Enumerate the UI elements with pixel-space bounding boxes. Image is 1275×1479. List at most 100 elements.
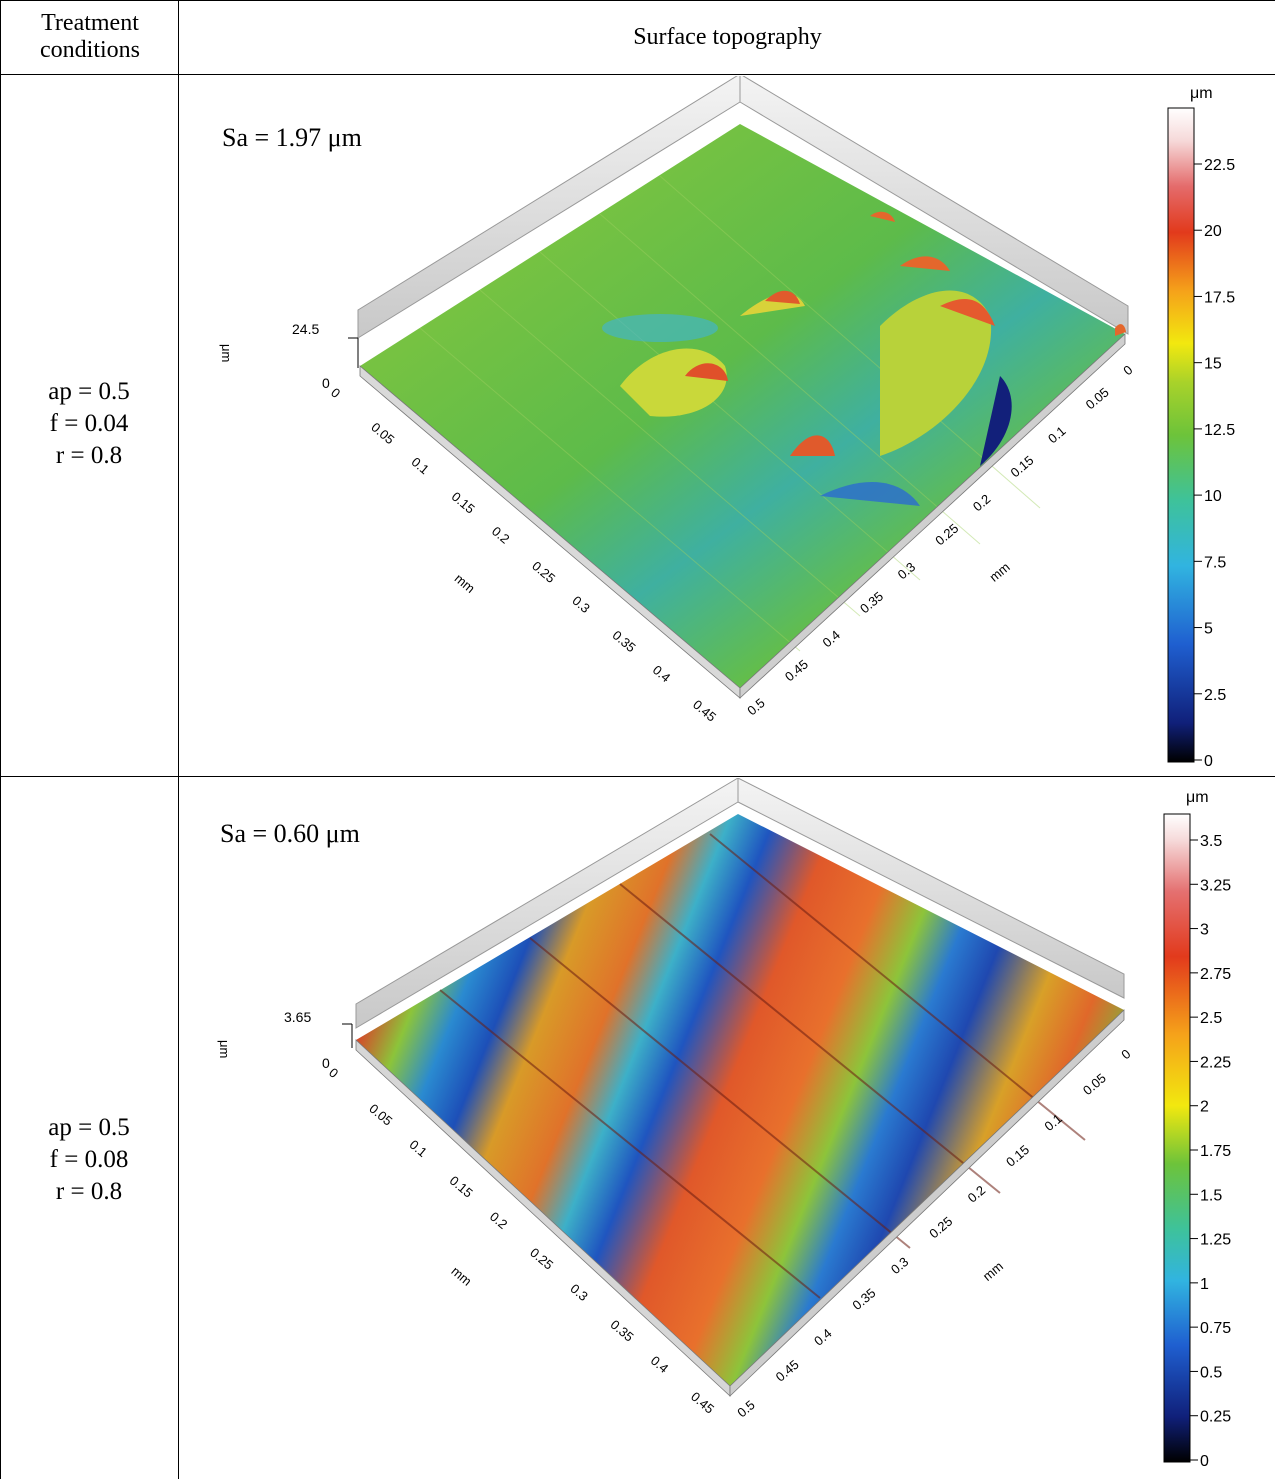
plot2-sa-label: Sa = 0.60 μm — [220, 819, 360, 848]
left-axis-tick-label: 0.1 — [409, 454, 432, 477]
right-axis-tick-label: 0.35 — [857, 589, 886, 617]
plot1-z-unit: μm — [219, 344, 234, 362]
table-left-border — [0, 0, 1, 1479]
row1-r: r = 0.8 — [55, 442, 123, 469]
row1-conditions: ap = 0.5 f = 0.04 r = 0.8 — [0, 376, 178, 472]
right-axis-tick-label: 0.35 — [849, 1285, 878, 1313]
colorbar-tick-label: 0.5 — [1200, 1364, 1222, 1381]
colorbar-tick-label: 7.5 — [1204, 554, 1226, 571]
plot1-zzero-label: 0 — [322, 375, 330, 391]
plot1-feed-marks — [419, 175, 1041, 652]
colorbar-tick-label: 3.25 — [1200, 877, 1231, 894]
left-axis-tick-label: 0.2 — [489, 523, 512, 546]
plot1-colorbar — [1167, 107, 1195, 763]
table-row-rule — [0, 776, 1275, 777]
treatment-conditions-header: Treatment conditions — [40, 10, 140, 63]
plot2-colorbar — [1163, 813, 1191, 1463]
right-axis-tick-label: 0.45 — [773, 1357, 802, 1385]
row2-conditions: ap = 0.5 f = 0.08 r = 0.8 — [0, 1112, 178, 1208]
right-axis-tick-label: 0.5 — [744, 695, 767, 718]
table-header-rule — [0, 74, 1275, 75]
left-axis-tick-label: 0.4 — [648, 1353, 671, 1376]
right-axis-tick-label: 0.2 — [965, 1182, 988, 1205]
colorbar-tick-label: 2.5 — [1200, 1010, 1222, 1027]
right-axis-tick-label: 0.05 — [1083, 385, 1112, 413]
surface-topography-header: Surface topography — [633, 24, 822, 50]
surface-plot-2: 3.65 0 μm Sa = 0.60 μm 0 0.05 0.1 0.15 0.2 0.… — [217, 778, 1231, 1470]
colorbar-tick-label: 20 — [1204, 223, 1222, 240]
row2-f: f = 0.08 — [49, 1146, 129, 1173]
table-column-divider — [178, 0, 179, 1479]
left-axis-tick-label: 0.2 — [487, 1209, 510, 1232]
right-axis-tick-label: 0.5 — [734, 1397, 757, 1420]
plot1-left-axis-unit: mm — [452, 571, 478, 596]
left-axis-tick-label: 0.45 — [690, 697, 719, 725]
colorbar-tick-label: 3 — [1200, 922, 1209, 939]
right-axis-tick-label: 0.3 — [895, 559, 918, 582]
right-axis-tick-label: 0.1 — [1045, 423, 1068, 446]
left-axis-tick-label: 0.35 — [608, 1317, 637, 1345]
plot2-surface — [356, 814, 1124, 1386]
plot2-feed-grooves — [439, 833, 1086, 1299]
right-axis-tick-label: 0.3 — [888, 1254, 911, 1277]
plot1-back-wall-right — [739, 76, 1129, 335]
colorbar-tick-label: 1.5 — [1200, 1187, 1222, 1204]
colorbar-tick-label: 5 — [1204, 621, 1213, 638]
plot2-left-axis-unit: mm — [448, 1263, 474, 1288]
left-axis-tick-label: 0.3 — [569, 593, 592, 616]
left-axis-tick-label: 0.15 — [447, 1173, 476, 1201]
plot2-zzero-label: 0 — [322, 1055, 330, 1071]
plot1-sa-label: Sa = 1.97 μm — [222, 123, 362, 152]
right-axis-tick-label: 0.05 — [1080, 1070, 1109, 1098]
plot1-peaks — [602, 211, 1126, 506]
right-axis-tick-label: 0.25 — [932, 521, 961, 549]
plot2-back-wall-left — [355, 778, 739, 1029]
plot2-colorbar-ticks: 3.5 3.25 3 2.75 2.5 2.25 2 1.75 1.5 1.25 1 0.75 0.5 0… — [1190, 833, 1231, 1470]
plot2-back-wall-right — [737, 778, 1125, 999]
right-axis-tick-label: 0.2 — [970, 491, 993, 514]
colorbar-tick-label: 2.5 — [1204, 687, 1226, 704]
plot2-colorbar-unit: μm — [1186, 789, 1209, 806]
colorbar-tick-label: 12.5 — [1204, 422, 1235, 439]
left-axis-tick-label: 0.45 — [688, 1389, 717, 1417]
plot1-colorbar-ticks: 22.5 20 17.5 15 12.5 10 7.5 5 2.5 0 — [1194, 157, 1235, 770]
colorbar-tick-label: 22.5 — [1204, 157, 1235, 174]
right-axis-tick-label: 0 — [1120, 362, 1135, 378]
right-axis-tick-label: 0.1 — [1041, 1111, 1064, 1134]
colorbar-tick-label: 1 — [1200, 1276, 1209, 1293]
left-axis-tick-label: 0.3 — [567, 1281, 590, 1304]
left-axis-tick-label: 0.35 — [610, 627, 639, 655]
colorbar-tick-label: 0 — [1200, 1453, 1209, 1470]
colorbar-tick-label: 2.75 — [1200, 966, 1231, 983]
colorbar-tick-label: 1.75 — [1200, 1143, 1231, 1160]
plot1-zmax-label: 24.5 — [292, 321, 319, 337]
plot1-right-axis-unit: mm — [986, 559, 1012, 584]
row1-f: f = 0.04 — [49, 410, 129, 437]
left-axis-tick-label: 0.05 — [366, 1101, 395, 1129]
row2-ap: ap = 0.5 — [48, 1114, 130, 1141]
table-top-border — [0, 0, 1275, 1]
plot1-colorbar-unit: μm — [1190, 85, 1213, 102]
left-axis-tick-label: 0 — [328, 385, 343, 401]
plot2-z-unit: μm — [217, 1040, 232, 1058]
colorbar-tick-label: 1.25 — [1200, 1232, 1231, 1249]
surface-plot-1: 24.5 0 μm Sa = 1.97 μm 0 0.05 0.1 0.1 5 0.2 0.… — [219, 76, 1235, 770]
colorbar-tick-label: 0 — [1204, 753, 1213, 770]
plot2-right-axis-unit: mm — [980, 1259, 1006, 1284]
left-axis-tick-label: 0.1 — [407, 1137, 430, 1160]
colorbar-tick-label: 0.25 — [1200, 1409, 1231, 1426]
colorbar-tick-label: 15 — [1204, 356, 1222, 373]
colorbar-tick-label: 10 — [1204, 488, 1222, 505]
right-axis-tick-label: 0.25 — [926, 1214, 955, 1242]
colorbar-tick-label: 2.25 — [1200, 1054, 1231, 1071]
left-axis-tick-label: 0.25 — [527, 1245, 556, 1273]
right-axis-tick-label: 0.15 — [1003, 1142, 1032, 1170]
row1-ap: ap = 0.5 — [48, 378, 130, 405]
plot1-back-wall-left — [357, 76, 741, 339]
left-axis-tick-label: 0.4 — [650, 662, 673, 685]
right-axis-tick-label: 0.45 — [782, 657, 811, 685]
right-axis-tick-label: 0 — [1118, 1046, 1133, 1062]
plot2-zmax-label: 3.65 — [284, 1009, 311, 1025]
plot2-front-wall-right — [729, 1009, 1125, 1397]
right-axis-tick-label: 0.4 — [811, 1326, 834, 1349]
